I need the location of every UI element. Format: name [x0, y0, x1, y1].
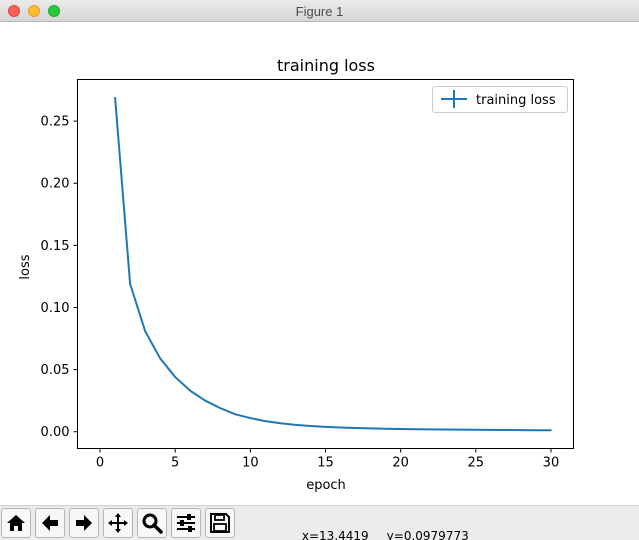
data-point	[309, 425, 312, 427]
data-point	[339, 426, 342, 429]
data-point	[505, 429, 507, 431]
configure-subplots-button[interactable]	[171, 508, 201, 538]
plot-frame	[77, 79, 574, 449]
data-point	[520, 429, 522, 431]
data-point	[459, 428, 462, 431]
data-point	[264, 420, 267, 422]
data-point	[369, 427, 372, 430]
title-bar: Figure 1	[0, 0, 639, 22]
data-point	[354, 427, 357, 429]
legend: training loss	[432, 86, 568, 113]
data-point	[475, 428, 477, 431]
y-tick-label: 0.10	[41, 301, 70, 316]
window-title: Figure 1	[295, 4, 344, 19]
x-axis-label: epoch	[306, 478, 346, 493]
pan-button[interactable]	[103, 508, 133, 538]
y-tick-label: 0.00	[41, 425, 70, 440]
data-point	[159, 357, 161, 360]
arrow-left-icon	[42, 515, 58, 531]
data-point	[444, 428, 447, 431]
floppy-icon	[210, 513, 230, 533]
y-coordinate-readout: y=0.0979773	[386, 529, 469, 540]
zoom-button[interactable]	[137, 508, 167, 538]
legend-label: training loss	[476, 93, 556, 108]
data-point	[234, 413, 237, 416]
x-coordinate-readout: x=13.4419	[301, 529, 369, 540]
x-tick-label: 30	[543, 456, 560, 471]
line-chart: training loss 0 5 10 15 20 25 30 0.00 0.05 0.10 0.…	[18, 56, 574, 493]
data-point	[384, 427, 387, 430]
move-icon	[108, 513, 128, 533]
data-point	[174, 376, 176, 378]
data-point	[429, 428, 432, 431]
x-tick-label: 0	[96, 456, 104, 471]
x-tick-label: 15	[317, 456, 334, 471]
navigation-toolbar: x=13.4419 y=0.0979773	[0, 505, 639, 540]
series-line-training-loss	[114, 97, 551, 432]
y-tick-label: 0.20	[41, 177, 70, 192]
data-point	[399, 428, 402, 430]
close-window-button[interactable]	[8, 5, 20, 17]
cursor-coordinates: x=13.4419 y=0.0979773	[279, 515, 487, 540]
data-point	[324, 426, 327, 428]
x-tick-label: 5	[171, 456, 179, 471]
x-tick-label: 20	[392, 456, 409, 471]
save-button[interactable]	[205, 508, 235, 538]
data-point	[279, 422, 282, 425]
chart-title: training loss	[277, 56, 375, 75]
data-point	[204, 399, 207, 402]
y-tick-label: 0.25	[41, 115, 70, 130]
arrow-right-icon	[76, 515, 92, 531]
back-button[interactable]	[35, 508, 65, 538]
figure-canvas[interactable]: training loss 0 5 10 15 20 25 30 0.00 0.05 0.10 0.…	[0, 22, 639, 505]
legend-box	[432, 86, 568, 113]
sliders-icon	[177, 514, 195, 532]
maximize-window-button[interactable]	[48, 5, 60, 17]
forward-button[interactable]	[69, 508, 99, 538]
data-point	[129, 283, 131, 285]
data-point	[114, 96, 116, 99]
minimize-window-button[interactable]	[28, 5, 40, 17]
data-point	[189, 389, 192, 392]
x-tick-label: 10	[242, 456, 259, 471]
data-point	[550, 429, 552, 432]
y-tick-label: 0.15	[41, 239, 70, 254]
home-icon	[7, 515, 25, 531]
data-point	[490, 429, 492, 431]
data-point	[249, 417, 252, 419]
home-button[interactable]	[1, 508, 31, 538]
data-point	[414, 428, 417, 431]
magnifier-icon	[142, 513, 163, 534]
y-tick-label: 0.05	[41, 363, 70, 378]
y-axis-label: loss	[18, 254, 33, 279]
data-point	[535, 429, 537, 432]
data-point	[144, 330, 146, 332]
data-point	[219, 407, 222, 409]
data-point	[294, 424, 297, 426]
x-tick-label: 25	[468, 456, 485, 471]
